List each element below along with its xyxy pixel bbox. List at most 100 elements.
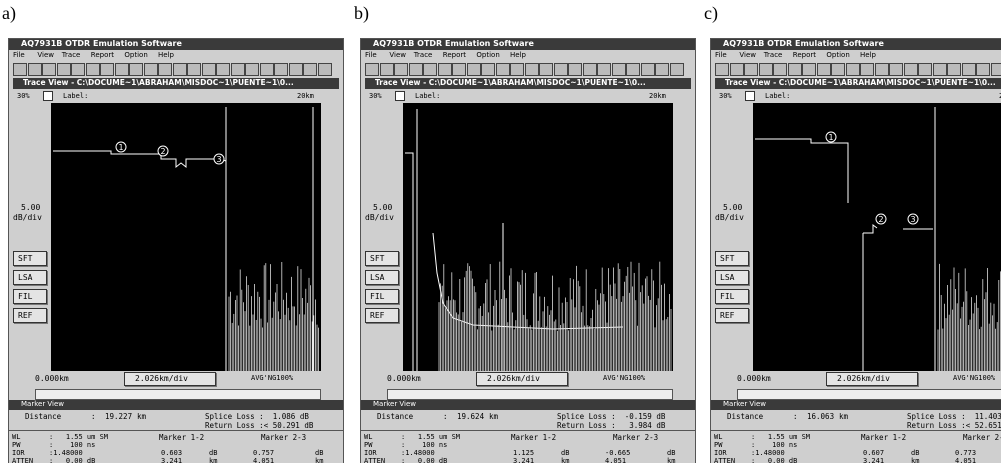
- toolbar-icon: [670, 63, 684, 76]
- title-bar: AQ7931B OTDR Emulation Software: [711, 39, 1001, 50]
- menu-item[interactable]: View: [389, 52, 406, 59]
- menu-item[interactable]: Trace: [414, 52, 433, 59]
- trace-plot: 1 2 3: [753, 103, 1001, 371]
- table-cell: 0.603: [161, 450, 182, 457]
- marker-label: 2: [878, 215, 883, 224]
- hscale-box: 2.026km/div: [124, 372, 216, 386]
- return-loss: Return Loss :< 50.291 dB: [205, 422, 313, 430]
- table-cell: dB: [561, 450, 569, 457]
- toolbar-icon: [115, 63, 129, 76]
- table-cell: 0.757: [253, 450, 274, 457]
- menu-item[interactable]: Report: [91, 52, 114, 59]
- label-field: Label:: [63, 93, 88, 100]
- table-cell: dB: [911, 450, 919, 457]
- marker-label: 3: [910, 215, 915, 224]
- scrollbar: [35, 389, 321, 400]
- marker-view-title: Marker View: [723, 401, 766, 408]
- toolbar-icon: [28, 63, 42, 76]
- toolbar-icon: [744, 63, 758, 76]
- menu-item[interactable]: Report: [793, 52, 816, 59]
- distance: :: [91, 413, 96, 421]
- menu-item[interactable]: File: [13, 52, 25, 59]
- table-cell: : 0.00 dB: [49, 458, 95, 463]
- menu-item[interactable]: File: [365, 52, 377, 59]
- table-cell: 3.241: [161, 458, 182, 463]
- side-button[interactable]: FIL: [715, 289, 749, 304]
- table-header: Marker 2-3: [261, 434, 306, 442]
- menu-item[interactable]: Option: [826, 52, 849, 59]
- distance: Distance: [25, 413, 61, 421]
- toolbar-icon: [831, 63, 845, 76]
- title-bar: AQ7931B OTDR Emulation Software: [361, 39, 695, 50]
- toolbar-icon: [583, 63, 597, 76]
- table-cell: ATTEN: [714, 458, 735, 463]
- table-cell: km: [911, 458, 919, 463]
- side-button[interactable]: LSA: [715, 270, 749, 285]
- side-button[interactable]: REF: [13, 308, 47, 323]
- side-button[interactable]: LSA: [365, 270, 399, 285]
- table-cell: PW: [12, 442, 20, 449]
- side-button-label: REF: [370, 312, 384, 320]
- side-button[interactable]: SFT: [715, 251, 749, 266]
- table-header: Marker 1-2: [861, 434, 906, 442]
- toolbar-icon: [467, 63, 481, 76]
- toolbar-icon: [773, 63, 787, 76]
- toolbar-icon: [303, 63, 317, 76]
- table-cell: IOR: [12, 450, 25, 457]
- marker-label: 1: [828, 133, 833, 142]
- toolbar-icon: [612, 63, 626, 76]
- menu-item[interactable]: Trace: [764, 52, 783, 59]
- side-button-label: FIL: [370, 293, 384, 301]
- side-button[interactable]: SFT: [13, 251, 47, 266]
- distance: km: [137, 413, 146, 421]
- menu-item[interactable]: Help: [860, 52, 876, 59]
- table-cell: km: [561, 458, 569, 463]
- toolbar-icon: [394, 63, 408, 76]
- trace-title: Trace View - C:\DOCUME~1\ABRAHAM\MISDOC~…: [23, 79, 294, 87]
- range: 20km: [649, 93, 666, 100]
- hscale: 2.026km/div: [135, 375, 188, 383]
- return-loss: Return Loss : 3.984 dB: [557, 422, 665, 430]
- menu-item[interactable]: Report: [443, 52, 466, 59]
- distance: km: [839, 413, 848, 421]
- hscale-box: 2.026km/div: [476, 372, 568, 386]
- side-button[interactable]: REF: [715, 308, 749, 323]
- table-cell: :1.48000: [49, 450, 83, 457]
- menu-item[interactable]: View: [37, 52, 54, 59]
- label-field: Label:: [765, 93, 790, 100]
- side-button[interactable]: SFT: [365, 251, 399, 266]
- menu-item[interactable]: Help: [510, 52, 526, 59]
- menu-item[interactable]: Option: [476, 52, 499, 59]
- distance: :: [443, 413, 448, 421]
- menu-item[interactable]: File: [715, 52, 727, 59]
- menu-item[interactable]: View: [739, 52, 756, 59]
- table-cell: dB: [315, 450, 323, 457]
- toolbar-icon: [260, 63, 274, 76]
- toolbar-icon: [510, 63, 524, 76]
- toolbar-icon: [817, 63, 831, 76]
- marker-view-bar: Marker View: [9, 400, 343, 410]
- menu-item[interactable]: Option: [124, 52, 147, 59]
- panel-label: a): [2, 4, 16, 22]
- side-button[interactable]: REF: [365, 308, 399, 323]
- marker-view-bar: Marker View: [361, 400, 695, 410]
- toolbar-icon: [626, 63, 640, 76]
- side-button[interactable]: FIL: [13, 289, 47, 304]
- menu-item[interactable]: Help: [158, 52, 174, 59]
- scrollbar: [737, 389, 1001, 400]
- table-cell: : 1.55 um SM: [401, 434, 460, 441]
- toolbar-icon: [947, 63, 961, 76]
- toolbar-icon: [173, 63, 187, 76]
- vscale: 5.00: [723, 204, 742, 212]
- table-cell: WL: [714, 434, 722, 441]
- start-distance: 0.000km: [737, 375, 771, 383]
- side-button[interactable]: FIL: [365, 289, 399, 304]
- menu-item[interactable]: Trace: [62, 52, 81, 59]
- side-button[interactable]: LSA: [13, 270, 47, 285]
- toolbar-icon: [100, 63, 114, 76]
- table-cell: : 100 ns: [49, 442, 95, 449]
- distance: Distance: [727, 413, 763, 421]
- table-cell: 0.773: [955, 450, 976, 457]
- app-title: AQ7931B OTDR Emulation Software: [373, 40, 534, 48]
- screenshot: a) AQ7931B OTDR Emulation Software File Vie…: [0, 0, 1001, 463]
